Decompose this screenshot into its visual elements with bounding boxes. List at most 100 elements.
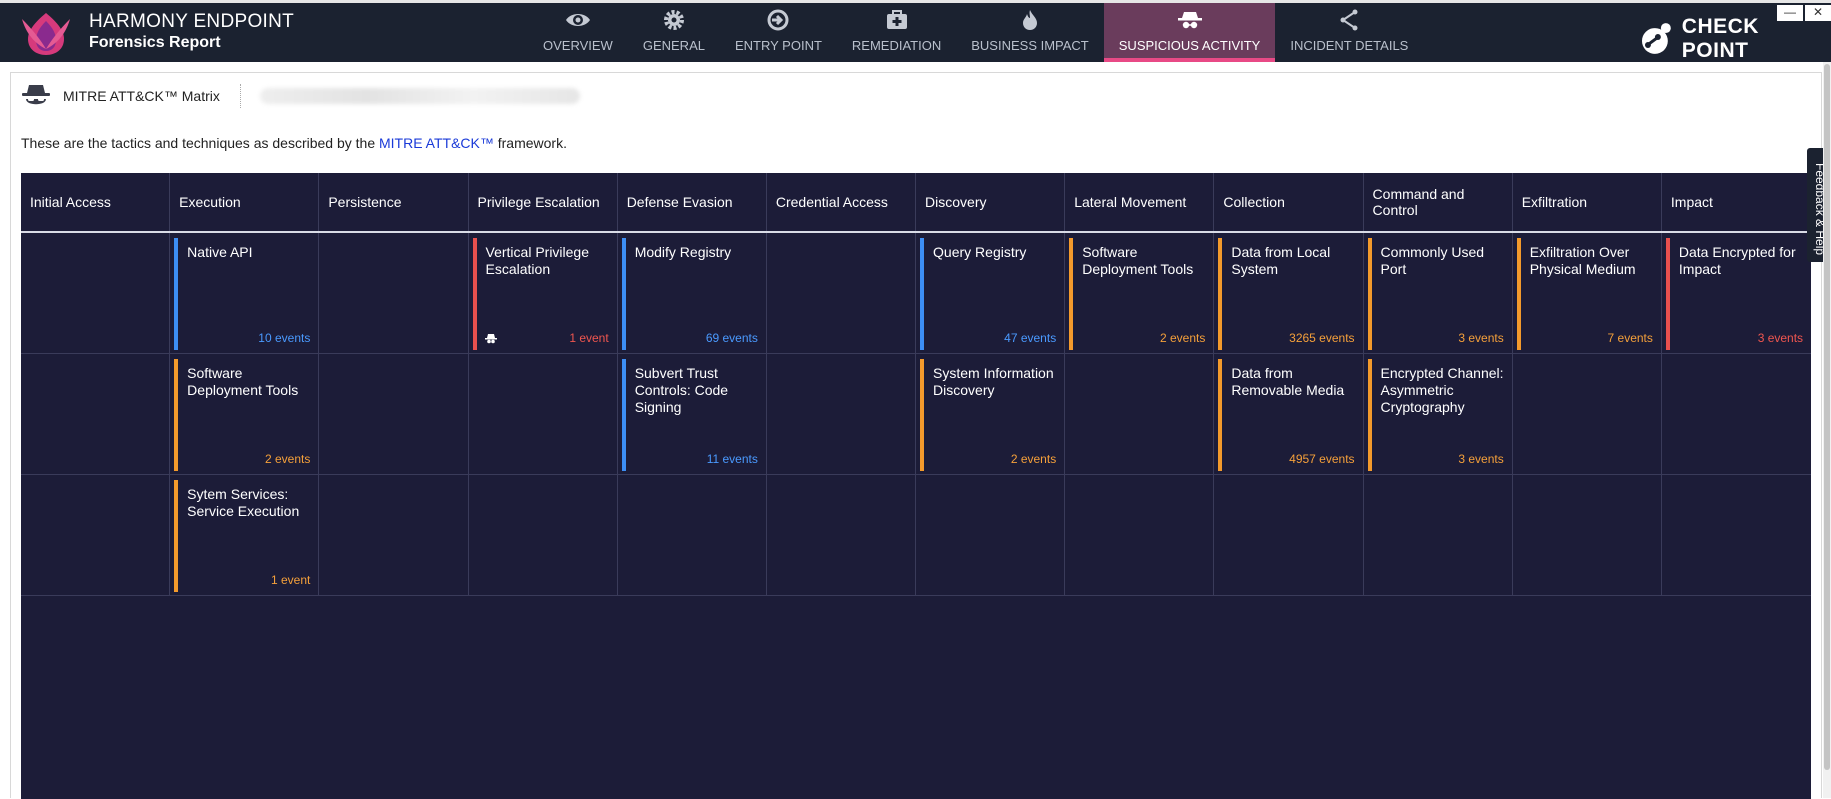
technique-card[interactable]: Data from Removable Media 4957 events (1218, 359, 1356, 471)
tab-label: BUSINESS IMPACT (971, 38, 1089, 53)
share-icon (1340, 9, 1358, 31)
top-bar: HARMONY ENDPOINT Forensics Report OVERVI… (0, 0, 1831, 62)
matrix-cell (618, 475, 767, 595)
spy-icon (1177, 12, 1202, 29)
checkpoint-logo: CHECK POINT (1640, 15, 1831, 63)
matrix-cell (1662, 354, 1811, 474)
tab-label: REMEDIATION (851, 38, 942, 53)
event-count: 4957 events (1289, 452, 1355, 466)
spy-icon (484, 334, 497, 344)
matrix-cell: Query Registry 47 events (916, 233, 1066, 353)
technique-name: Exfiltration Over Physical Medium (1529, 244, 1636, 277)
brand: HARMONY ENDPOINT Forensics Report (89, 11, 294, 53)
matrix-cell: Data from Removable Media 4957 events (1214, 354, 1364, 474)
tab-label: ENTRY POINT (734, 38, 822, 53)
vendor-name: CHECK POINT (1681, 15, 1759, 62)
technique-name: Software Deployment Tools (187, 365, 299, 398)
technique-card[interactable]: Software Deployment Tools 2 events (174, 359, 312, 471)
matrix-cell (1513, 475, 1662, 595)
technique-card[interactable]: Vertical Privilege Escalation 1 event (472, 238, 611, 350)
tab-label: INCIDENT DETAILS (1290, 38, 1409, 53)
technique-card[interactable]: Software Deployment Tools 2 events (1069, 238, 1207, 350)
scrollbar-thumb[interactable] (1824, 64, 1830, 770)
matrix-row: Sytem Services: Service Execution 1 event (21, 475, 1811, 596)
matrix-cell: Vertical Privilege Escalation 1 event (469, 233, 618, 353)
event-count: 3 events (1757, 331, 1804, 345)
tactic-header: Impact (1670, 194, 1713, 210)
gear-icon (663, 10, 684, 30)
fire-icon (1023, 10, 1037, 30)
main-nav: OVERVIEW GENERAL ENTRY POINT REMEDIATION… (528, 3, 1423, 62)
tactic-header: Persistence (319, 173, 469, 231)
technique-name: Modify Registry (634, 244, 732, 260)
matrix-cell (319, 233, 469, 353)
event-count: 2 events (1160, 331, 1206, 345)
tactic-header: Initial Access (21, 173, 171, 231)
technique-name: Data from Removable Media (1231, 365, 1345, 398)
matrix-cell (21, 354, 171, 474)
description-text-end: framework. (493, 135, 567, 151)
event-count: 3 events (1458, 331, 1504, 345)
matrix-body: Native API 10 events Vertical Privilege Es… (21, 233, 1811, 596)
section-header: MITRE ATT&CK™ Matrix (21, 83, 580, 109)
tab-incident-details[interactable]: INCIDENT DETAILS (1275, 3, 1423, 62)
matrix-cell (21, 233, 171, 353)
matrix-cell: Software Deployment Tools 2 events (1065, 233, 1215, 353)
technique-card[interactable]: Commonly Used Port 3 events (1367, 238, 1506, 350)
technique-card[interactable]: Sytem Services: Service Execution 1 event (174, 480, 312, 592)
technique-card[interactable]: Modify Registry 69 events (621, 238, 760, 350)
tab-suspicious-activity[interactable]: SUSPICIOUS ACTIVITY (1103, 3, 1276, 62)
description: These are the tactics and techniques as … (21, 135, 567, 151)
technique-card[interactable]: Native API 10 events (174, 238, 312, 350)
matrix-cell (319, 475, 469, 595)
technique-card[interactable]: Query Registry 47 events (920, 238, 1058, 350)
tab-general[interactable]: GENERAL (628, 3, 720, 62)
matrix-header: Initial Access Execution Persistence Privil… (21, 173, 1811, 233)
tab-remediation[interactable]: REMEDIATION (837, 3, 956, 62)
mitre-link[interactable]: MITRE ATT&CK™ (379, 135, 494, 151)
technique-card[interactable]: Encrypted Channel: Asymmetric Cryptograp… (1367, 359, 1506, 471)
entry-icon (767, 9, 789, 31)
technique-card[interactable]: Data from Local System 3265 events (1218, 238, 1356, 350)
technique-name: Sytem Services: Service Execution (187, 486, 300, 519)
event-count: 3265 events (1289, 331, 1355, 345)
tab-entry-point[interactable]: ENTRY POINT (720, 3, 837, 62)
event-count: 47 events (1004, 331, 1057, 345)
technique-card[interactable]: Subvert Trust Controls: Code Signing 11 e… (621, 359, 760, 471)
harmony-logo-icon (22, 13, 70, 55)
event-count: 2 events (264, 452, 311, 466)
technique-name: Encrypted Channel: Asymmetric Cryptograp… (1380, 365, 1504, 415)
tab-business-impact[interactable]: BUSINESS IMPACT (956, 3, 1104, 62)
event-count: 69 events (705, 331, 758, 345)
scrollbar[interactable] (1823, 62, 1831, 798)
tactic-header: Exfiltration (1513, 173, 1662, 231)
technique-name: Native API (187, 244, 253, 260)
matrix-cell: Data from Local System 3265 events (1214, 233, 1364, 353)
brand-title: HARMONY ENDPOINT (89, 11, 295, 32)
tab-label: SUSPICIOUS ACTIVITY (1118, 38, 1261, 53)
matrix-cell (767, 233, 917, 353)
close-button[interactable]: ✕ (1805, 5, 1831, 21)
technique-name: Vertical Privilege Escalation (485, 244, 590, 277)
technique-name: Subvert Trust Controls: Code Signing (634, 365, 729, 415)
tab-overview[interactable]: OVERVIEW (528, 3, 628, 62)
matrix-cell (916, 475, 1066, 595)
tactic-header: Privilege Escalation (469, 173, 618, 231)
tactic-header: Collection (1214, 173, 1364, 231)
tactic-header: Discovery (916, 173, 1066, 231)
technique-card[interactable]: System Information Discovery 2 events (920, 359, 1058, 471)
matrix-cell (469, 475, 618, 595)
matrix-cell (1364, 475, 1513, 595)
technique-name: System Information Discovery (933, 365, 1054, 398)
minimize-button[interactable]: — (1777, 5, 1803, 21)
window-controls: — ✕ (1775, 5, 1831, 21)
matrix-cell (1513, 354, 1662, 474)
matrix-cell (21, 475, 171, 595)
technique-card[interactable]: Data Encrypted for Impact 3 events (1665, 238, 1805, 350)
technique-name: Data from Local System (1231, 244, 1331, 277)
matrix-cell: Data Encrypted for Impact 3 events (1662, 233, 1811, 353)
event-count: 2 events (1010, 452, 1057, 466)
technique-card[interactable]: Exfiltration Over Physical Medium 7 event… (1516, 238, 1655, 350)
matrix-cell (1214, 475, 1364, 595)
mitre-matrix: Initial Access Execution Persistence Privil… (21, 173, 1811, 799)
